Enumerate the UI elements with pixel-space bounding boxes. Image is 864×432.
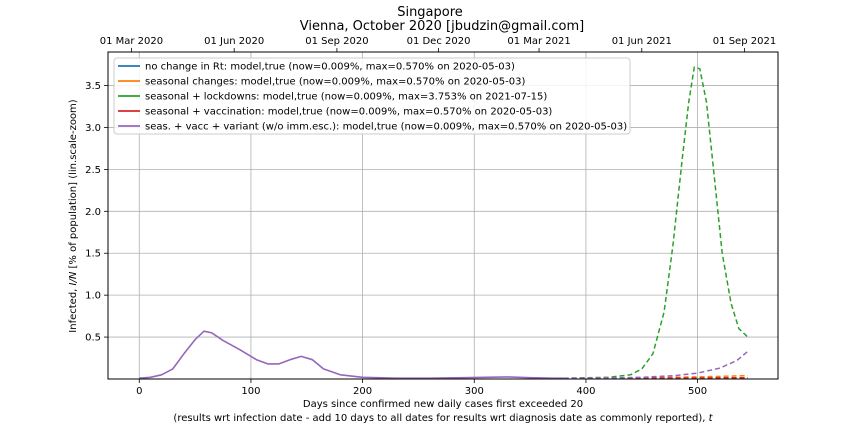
y-tick-label: 3.0 [85,123,101,134]
x-axis-ticks: 0 100 200 300 400 500 [136,379,707,397]
top-tick-label: 01 Sep 2021 [713,36,776,47]
series-lines [139,66,749,380]
y-tick-label: 2.5 [85,165,101,176]
y-tick-label: 1.0 [85,291,101,302]
legend-label-4: seasonal + vaccination: model,true (now=… [145,107,552,118]
chart-title: Singapore [397,5,463,20]
x-tick-label: 500 [688,386,707,397]
y-tick-label: 3.5 [85,81,101,92]
x-axis-note: (results wrt infection date - add 10 day… [173,413,713,424]
legend-label-2: seasonal changes: model,true (now=0.009%… [145,77,525,88]
x-tick-label: 400 [576,386,595,397]
y-tick-label: 2.0 [85,207,101,218]
legend-box [113,57,631,135]
top-tick-label: 01 Jun 2020 [204,36,264,47]
series-line-4 [563,376,748,379]
x-tick-label: 200 [353,386,372,397]
y-tick-label: 0.5 [85,333,101,344]
top-tick-label: 01 Dec 2020 [407,36,471,47]
y-axis-label: Infected, I/N [% of population] (lin.sca… [68,99,79,333]
x-tick-label: 0 [136,386,142,397]
legend-label-3: seasonal + lockdowns: model,true (now=0.… [145,92,547,103]
x-axis-label: Days since confirmed new daily cases fir… [303,399,583,410]
top-tick-label: 01 Sep 2020 [305,36,368,47]
series-line-5 [563,350,749,379]
legend-label-1: no change in Rt: model,true (now=0.009%,… [145,62,515,73]
y-axis-ticks: 0.5 1.0 1.5 2.0 2.5 3.0 3.5 [85,81,108,344]
chart-subtitle: Vienna, October 2020 [jbudzin@gmail.com] [300,19,584,34]
legend: no change in Rt: model,true (now=0.009%,… [113,57,631,135]
history-line [139,330,564,380]
plot-frame [107,51,779,380]
top-tick-label: 01 Mar 2021 [507,36,570,47]
x-tick-label: 100 [241,386,260,397]
series-line-2 [563,374,748,379]
series-line-3 [563,66,749,379]
y-tick-label: 1.5 [85,249,101,260]
legend-label-5: seas. + vacc + variant (w/o imm.esc.): m… [145,122,627,133]
x-tick-label: 300 [465,386,484,397]
top-date-axis-ticks: 01 Mar 2020 01 Jun 2020 01 Sep 2020 01 Dec … [100,36,776,52]
top-tick-label: 01 Jun 2021 [612,36,672,47]
top-tick-label: 01 Mar 2020 [100,36,163,47]
